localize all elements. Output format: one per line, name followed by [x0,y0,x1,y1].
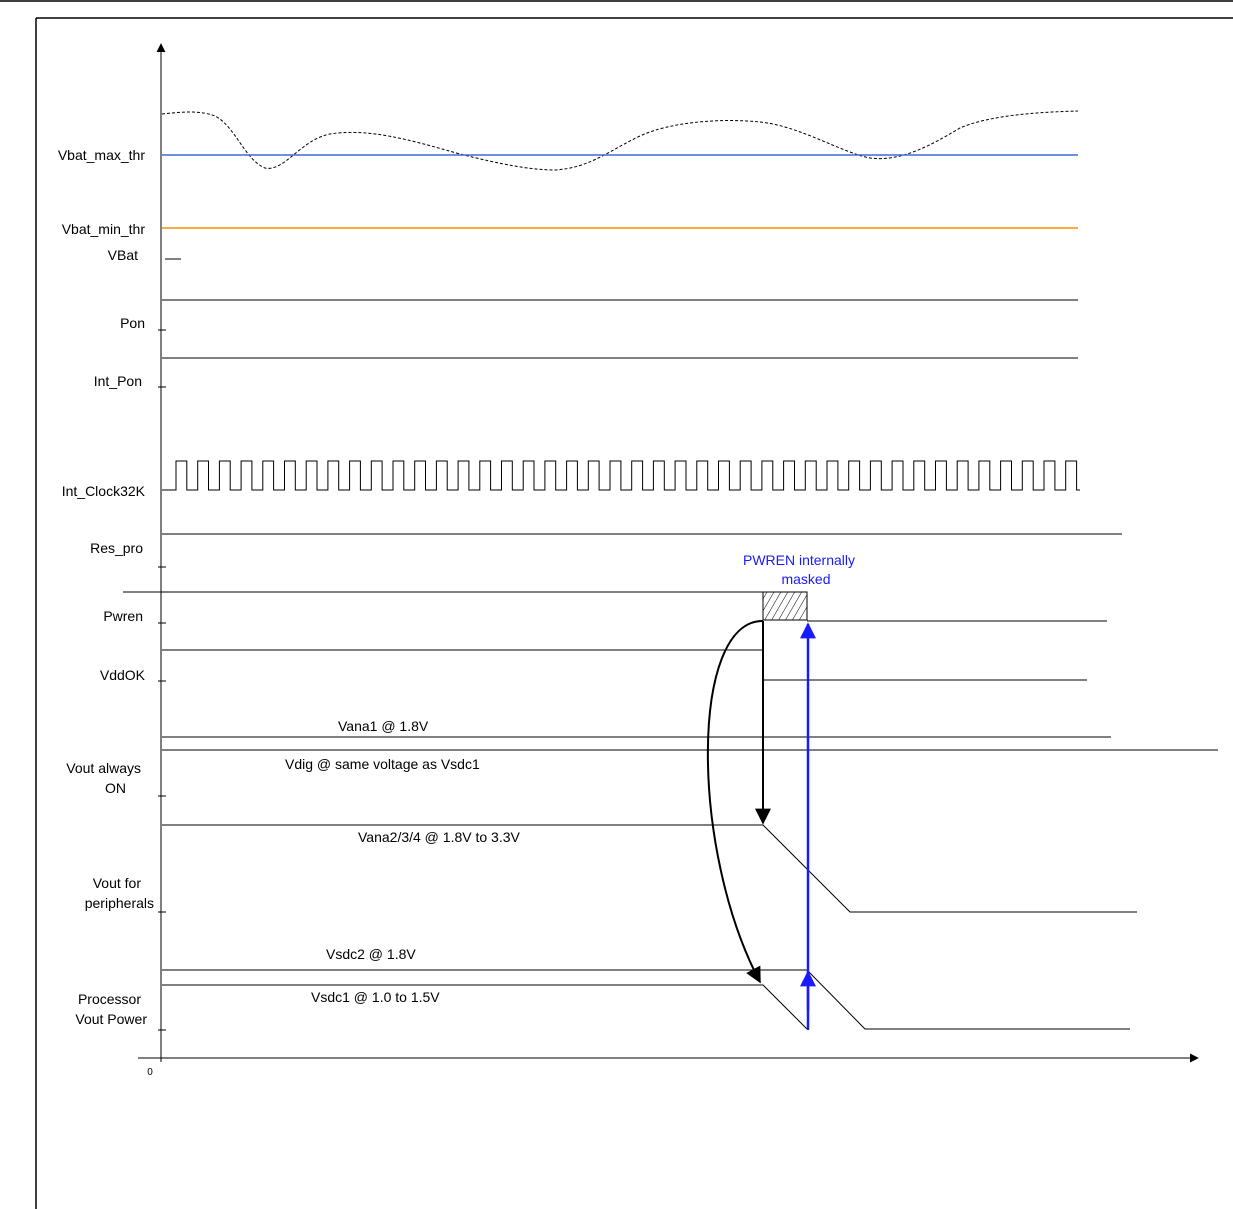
label-int-clock32k: Int_Clock32K [62,483,146,499]
label-vout-always-on-1: Vout always [66,760,141,776]
pwren-to-processor-arrow [706,619,764,984]
vana234-label: Vana2/3/4 @ 1.8V to 3.3V [358,829,521,845]
vout-peripherals-line [162,824,1137,913]
vsdc1-label: Vsdc1 @ 1.0 to 1.5V [311,989,440,1005]
label-vbat-max-thr: Vbat_max_thr [58,147,145,163]
axes: 0 [138,43,1199,1078]
vddok-signal [162,649,1087,681]
vsdc1-line [162,984,808,1030]
label-vout-peripherals-2: peripherals [85,895,154,911]
label-vddok: VddOK [100,667,146,683]
label-pon: Pon [120,315,145,331]
pwren-masked-label-1: PWREN internally [743,552,855,568]
vdig-label: Vdig @ same voltage as Vsdc1 [285,756,480,772]
label-vout-always-on-2: ON [105,780,126,796]
label-vbat-min-thr: Vbat_min_thr [62,221,146,237]
label-res-pro: Res_pro [90,540,143,556]
label-processor-2: Vout Power [75,1011,147,1027]
vsdc2-label: Vsdc2 @ 1.8V [326,946,416,962]
vsdc2-line [162,969,1130,1030]
vana1-label: Vana1 @ 1.8V [338,718,429,734]
pwren-masked-region [762,591,808,621]
pwren-masked-label-2: masked [781,571,830,587]
tick-marks [158,258,181,1031]
int-clock32k-wave [162,460,1080,491]
label-processor-1: Processor [78,991,141,1007]
vout-always-on-lines [162,736,1218,751]
label-vbat: VBat [108,247,138,263]
vbat-waveform [161,110,1079,171]
origin-label: 0 [147,1067,153,1078]
label-int-pon: Int_Pon [94,373,142,389]
signal-labels: Vbat_max_thr Vbat_min_thr VBat Pon Int_P… [58,147,154,1027]
label-pwren: Pwren [103,608,143,624]
pwren-signal [123,591,1107,622]
label-vout-peripherals-1: Vout for [93,875,142,891]
